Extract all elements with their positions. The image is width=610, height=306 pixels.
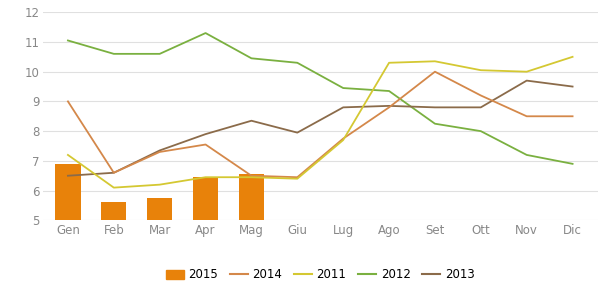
- Bar: [147, 198, 172, 220]
- Bar: [193, 177, 218, 220]
- Bar: [56, 164, 81, 220]
- Bar: [101, 203, 126, 220]
- Bar: [239, 174, 264, 220]
- Legend: 2015, 2014, 2011, 2012, 2013: 2015, 2014, 2011, 2012, 2013: [161, 264, 479, 286]
